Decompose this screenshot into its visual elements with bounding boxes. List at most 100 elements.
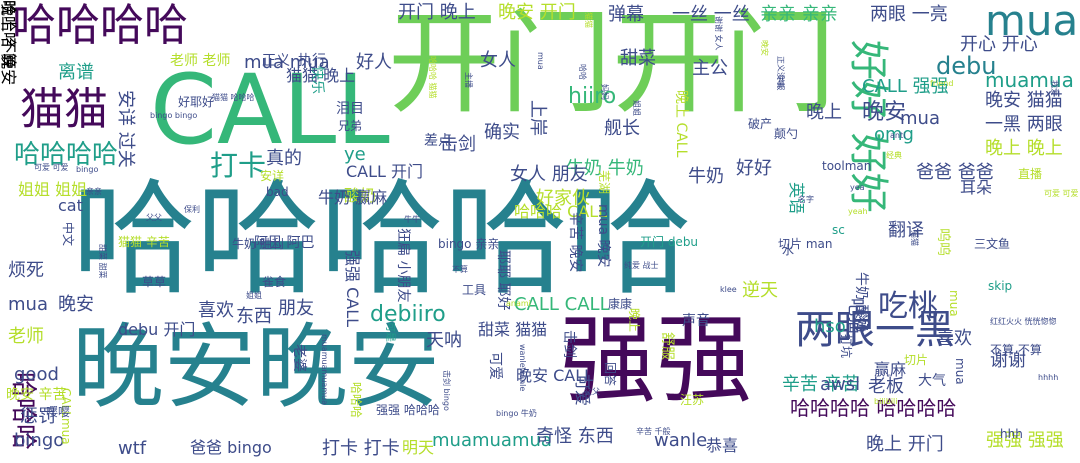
cloud-word: 击剑 bingo [442,370,451,411]
cloud-word: 亲亲 [86,187,102,196]
cloud-word: 快乐 [309,66,325,94]
cloud-word: 牛奶 [688,166,724,187]
cloud-word: 喜欢 [198,300,234,321]
cloud-word: CALL 开门 [346,162,424,181]
cloud-word: 好人 [356,52,392,73]
cloud-word: anami [506,299,531,308]
cloud-word: good [14,364,59,385]
cloud-word: 击剑 [440,134,476,155]
cloud-word: 强强 强强 [986,430,1064,451]
cloud-word: 舰长 [604,118,640,139]
cloud-word: 经典 [886,151,902,160]
cloud-word: mua 晚安 [595,204,611,268]
cloud-word: 嘤嘤 [46,405,71,419]
cloud-word: wtf [118,438,147,459]
cloud-word: 上岸 [527,100,548,136]
cloud-word: mua mua [244,52,330,73]
cloud-word: 不算 不算 [990,343,1042,357]
cloud-word: awsl [820,374,861,395]
cloud-word: 好耶好 [178,95,215,109]
cloud-word: 吃桃 [878,289,938,324]
cloud-word: 三文鱼 [974,237,1011,251]
cloud-word: 安详 过关 [115,90,136,168]
cloud-word: 晚上 CALL [673,90,689,158]
cloud-word: 强强 CALL [343,250,362,328]
cloud-word: 晚安 开门 [498,2,576,23]
cloud-word: 爸爸 bingo [190,438,272,457]
cloud-word: 兄弟 [338,119,363,133]
cloud-word: 晚安 [862,100,907,125]
cloud-word: 打卡 打卡 [322,438,400,459]
cloud-word: 老师 老师 [170,53,231,69]
cloud-word: 姐姐 [246,291,262,300]
cloud-word: ye [344,144,366,165]
cloud-word: 狂扁 小朋友 [395,228,411,303]
cloud-word: 赢麻 [874,360,907,379]
cloud-word: 老板 [868,376,904,397]
cloud-word: bingo 牛奶 [496,409,537,418]
cloud-word: 声音 [682,313,710,329]
cloud-word: 安详 [260,169,285,183]
cloud-word: klee [720,285,737,294]
cloud-word: 晚上 晚上 [985,138,1063,159]
cloud-word: debiiro [370,302,446,327]
cloud-word: cat [58,196,83,215]
cloud-word: mua [953,358,967,385]
cloud-word: 喜欢 [936,328,972,349]
cloud-word: 可爱 可爱 [34,163,69,172]
cloud-word: anti [890,131,906,140]
cloud-word: 哈哈 [578,64,587,80]
cloud-word: debu 开门 [118,320,196,339]
cloud-word: 可爱 可爱 [1044,189,1079,198]
cloud-word: muamuamuamua [320,334,329,406]
cloud-word: 牛奶 赢麻 [318,188,388,207]
cloud-word: 正义 [262,53,290,69]
cloud-word: 正义 举报 [776,56,785,91]
cloud-word: 一丝 一丝 [672,4,750,25]
cloud-word: 女人 朋友 [510,164,588,185]
cloud-word: 父父 [584,387,600,396]
cloud-word: 哈哈哈哈 [12,0,188,51]
cloud-word: 康康 [608,297,633,311]
cloud-word: 泪目 [336,101,364,117]
cloud-word: bingo [76,165,99,174]
cloud-word: 可是 [384,322,395,342]
cloud-word: 强强 [560,304,752,416]
cloud-word: 纯爱 战士 [624,261,659,270]
cloud-word: hiiro [568,84,617,109]
cloud-word: 惩罚 [20,406,56,427]
cloud-word: 开门 debu [640,235,699,249]
cloud-word: wanlewanle [518,344,527,392]
cloud-word: 保利 [184,205,200,214]
cloud-word: 猫猫 晚上 [286,66,356,85]
cloud-word: 工具 [462,283,487,297]
cloud-word: 甜菜 猫猫 [478,320,548,339]
cloud-word: 酸奶 [344,186,377,205]
cloud-word: 差点 [424,133,452,149]
cloud-word: 谢谢 [990,350,1026,371]
cloud-word: 谢谢 女人 [714,16,723,51]
cloud-word: 姐姐 [632,100,641,116]
cloud-word: hso [814,316,846,337]
cloud-word: 哈哈哈哈哈 [72,168,693,312]
cloud-word: 直播 [1018,167,1043,181]
cloud-word: 名字 [798,195,814,204]
cloud-word: yeah [848,207,868,216]
cloud-word: 切片 man [778,237,833,251]
cloud-word: 老师 [8,326,44,347]
cloud-word: 雀食 [262,275,287,289]
cloud-word: 恭喜 [706,436,739,455]
cloud-word: 开心 开心 [960,34,1038,55]
cloud-word: 我爱 [1050,80,1059,96]
cloud-word: 颠勺 [774,127,799,141]
cloud-word: 猫猫 [584,12,593,28]
cloud-word: 两眼一黑 [795,307,955,353]
cloud-word: CALL [150,54,390,166]
cloud-word: 明天 [402,438,435,457]
cloud-word: 晚安 [58,294,94,315]
cloud-word: 晚上 [806,102,842,123]
cloud-word: hhh [1000,427,1023,441]
cloud-word: 姐姐 姐姐 [18,180,88,199]
cloud-word: 猫猫 哈哈哈 [212,93,255,102]
